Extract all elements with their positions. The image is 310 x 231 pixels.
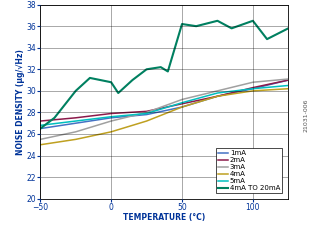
3mA <box>38 138 42 141</box>
4mA TO 20mA <box>251 19 255 22</box>
3mA <box>109 120 113 122</box>
5mA <box>180 101 184 104</box>
4mA TO 20mA <box>38 127 42 130</box>
4mA TO 20mA <box>166 70 170 73</box>
4mA TO 20mA <box>145 68 148 71</box>
Line: 3mA: 3mA <box>40 79 288 139</box>
3mA <box>180 98 184 101</box>
2mA <box>215 95 219 98</box>
3mA <box>286 78 290 80</box>
X-axis label: TEMPERATURE (°C): TEMPERATURE (°C) <box>123 213 206 222</box>
4mA TO 20mA <box>215 19 219 22</box>
1mA <box>38 127 42 130</box>
2mA <box>180 102 184 105</box>
2mA <box>251 86 255 89</box>
4mA TO 20mA <box>53 116 56 119</box>
3mA <box>145 111 148 114</box>
4mA TO 20mA <box>116 92 120 94</box>
4mA <box>215 95 219 98</box>
4mA <box>38 143 42 146</box>
4mA TO 20mA <box>265 38 269 40</box>
1mA <box>251 87 255 90</box>
5mA <box>38 124 42 127</box>
3mA <box>215 89 219 92</box>
5mA <box>145 112 148 115</box>
4mA TO 20mA <box>180 23 184 25</box>
1mA <box>145 113 148 116</box>
4mA TO 20mA <box>194 25 198 27</box>
4mA TO 20mA <box>74 89 78 92</box>
2mA <box>38 120 42 122</box>
Line: 1mA: 1mA <box>40 80 288 129</box>
Line: 2mA: 2mA <box>40 80 288 121</box>
4mA TO 20mA <box>88 76 92 79</box>
1mA <box>286 79 290 82</box>
4mA TO 20mA <box>230 27 233 30</box>
4mA <box>109 131 113 133</box>
Legend: 1mA, 2mA, 3mA, 4mA, 5mA, 4mA TO 20mA: 1mA, 2mA, 3mA, 4mA, 5mA, 4mA TO 20mA <box>216 148 282 193</box>
Y-axis label: NOISE DENSITY (µg/√Hz): NOISE DENSITY (µg/√Hz) <box>16 49 25 155</box>
4mA <box>180 106 184 108</box>
Text: 21031-006: 21031-006 <box>303 99 308 132</box>
2mA <box>74 116 78 119</box>
4mA TO 20mA <box>131 79 134 82</box>
1mA <box>215 95 219 98</box>
5mA <box>74 120 78 122</box>
Line: 4mA: 4mA <box>40 89 288 145</box>
5mA <box>215 92 219 94</box>
4mA TO 20mA <box>159 66 163 69</box>
1mA <box>74 122 78 125</box>
Line: 5mA: 5mA <box>40 85 288 125</box>
4mA <box>74 138 78 141</box>
4mA TO 20mA <box>286 27 290 30</box>
5mA <box>109 115 113 118</box>
2mA <box>286 79 290 82</box>
3mA <box>251 81 255 84</box>
2mA <box>109 112 113 115</box>
5mA <box>286 84 290 87</box>
4mA <box>286 87 290 90</box>
4mA TO 20mA <box>109 81 113 84</box>
2mA <box>145 110 148 113</box>
4mA <box>251 89 255 92</box>
3mA <box>74 131 78 133</box>
Line: 4mA TO 20mA: 4mA TO 20mA <box>40 21 288 129</box>
5mA <box>251 87 255 90</box>
1mA <box>180 106 184 108</box>
4mA <box>145 120 148 122</box>
1mA <box>109 116 113 119</box>
